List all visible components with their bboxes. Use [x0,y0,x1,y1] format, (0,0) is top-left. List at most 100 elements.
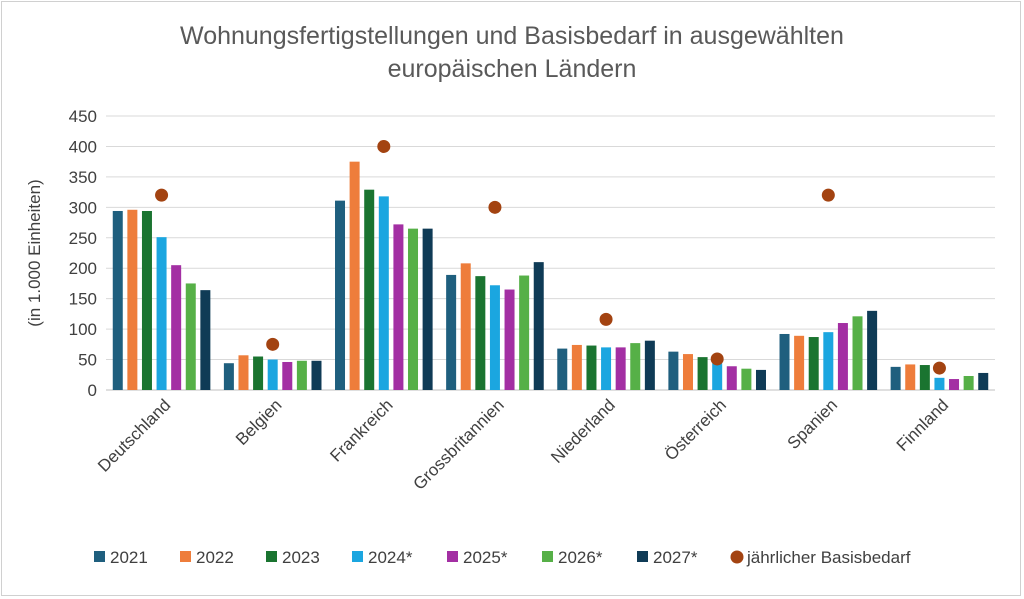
y-tick-label: 300 [69,198,97,217]
marker-basisbedarf-3 [488,200,502,214]
x-tick-label: Niederland [547,395,619,467]
y-tick-label: 400 [69,137,97,156]
x-tick-label: Frankreich [326,395,396,465]
bar-2023-0 [141,210,152,390]
legend-label: 2024* [368,548,413,567]
bar-2023-2 [364,189,375,390]
bar-2025-7 [949,379,960,390]
bar-2025-2 [393,224,404,390]
legend-swatch [266,551,277,562]
bar-2024-1 [267,359,278,390]
bar-2027-4 [644,340,655,390]
bar-2022-2 [349,161,360,390]
legend-swatch [447,551,458,562]
bar-2025-3 [504,289,515,390]
bar-2027-0 [200,290,211,390]
marker-basisbedarf-4 [599,312,613,326]
bar-2024-6 [823,332,834,390]
y-tick-label: 100 [69,320,97,339]
bar-2022-5 [682,354,693,390]
legend-label: 2023 [282,548,320,567]
bar-2024-3 [489,285,500,390]
bar-2022-4 [571,344,582,390]
y-tick-label: 50 [78,351,97,370]
x-tick-label: Grossbritannien [409,395,507,493]
bar-2024-0 [156,237,167,390]
bar-2027-7 [978,372,989,390]
y-axis-title: (in 1.000 Einheiten) [25,179,44,326]
y-tick-label: 250 [69,229,97,248]
marker-basisbedarf-5 [710,352,724,366]
marker-basisbedarf-2 [377,139,391,153]
bar-2021-6 [779,333,790,390]
marker-basisbedarf-7 [932,361,946,375]
bar-2025-5 [726,366,737,390]
bar-2026-1 [296,360,307,390]
bar-2021-4 [557,348,568,390]
bar-2026-3 [519,275,530,390]
bar-2023-7 [919,365,930,390]
bar-2027-1 [311,360,322,390]
bar-2021-7 [890,366,901,390]
marker-basisbedarf-6 [821,188,835,202]
marker-basisbedarf-1 [266,337,280,351]
y-tick-label: 150 [69,290,97,309]
bar-2022-1 [238,355,249,390]
bar-2025-6 [837,323,848,390]
bar-2022-7 [905,364,916,390]
x-tick-label: Belgien [232,395,286,449]
x-tick-label: Finnland [893,395,953,455]
bar-2027-5 [755,369,766,390]
legend-label: 2026* [558,548,603,567]
y-tick-label: 350 [69,168,97,187]
bar-2021-3 [446,274,457,390]
bar-2023-5 [697,357,708,390]
bar-2021-5 [668,351,679,390]
bar-2026-5 [741,368,752,390]
bar-2024-7 [934,377,945,390]
legend-label: 2022 [196,548,234,567]
bar-2025-0 [171,265,182,390]
bar-2026-6 [852,316,863,390]
legend-swatch [637,551,648,562]
legend-marker [730,550,744,564]
bar-2023-3 [475,276,486,390]
legend-swatch [542,551,553,562]
bar-2021-2 [335,200,346,390]
bar-2026-7 [963,375,974,390]
x-tick-label: Deutschland [94,395,174,475]
x-tick-label: Österreich [661,395,730,464]
legend-swatch [352,551,363,562]
legend-label: 2027* [653,548,698,567]
legend-swatch [94,551,105,562]
bar-2025-4 [615,347,626,390]
legend-label: 2021 [110,548,148,567]
marker-basisbedarf-0 [155,188,169,202]
bar-2027-6 [867,310,878,390]
bar-2026-4 [630,343,641,390]
y-tick-label: 200 [69,259,97,278]
legend-label: jährlicher Basisbedarf [746,548,911,567]
legend-label: 2025* [463,548,508,567]
bar-2022-0 [127,209,138,390]
bar-2024-2 [378,196,389,390]
bar-2022-3 [460,263,471,390]
bar-2021-0 [112,210,123,390]
bar-2025-1 [282,361,293,390]
bar-2024-5 [712,363,723,390]
bar-2026-2 [408,228,419,390]
chart-title-line: Wohnungsfertigstellungen und Basisbedarf… [180,22,844,50]
bar-2027-3 [533,262,544,390]
legend-swatch [180,551,191,562]
bar-2021-1 [223,363,234,390]
chart-title-line: europäischen Ländern [388,55,637,83]
bar-2026-0 [185,283,196,390]
bar-2024-4 [601,347,612,390]
bar-2022-6 [794,335,805,390]
bar-2023-6 [808,337,819,390]
bar-2023-4 [586,345,597,390]
y-tick-label: 450 [69,107,97,126]
y-tick-label: 0 [88,381,97,400]
bar-2027-2 [422,228,433,390]
